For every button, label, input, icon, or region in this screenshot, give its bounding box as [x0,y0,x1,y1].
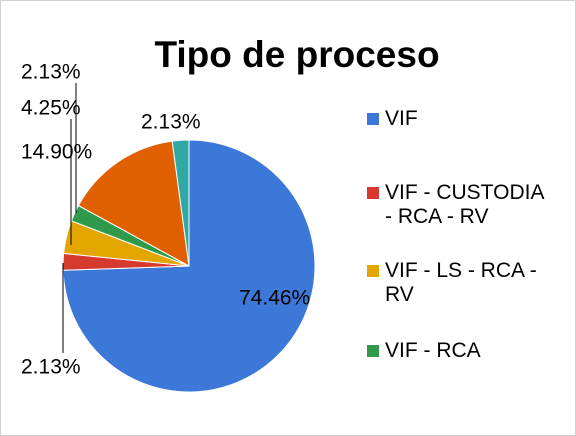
legend-label: VIF - LS - RCA - RV [385,259,537,306]
pie-slice [77,140,190,267]
data-label: 14.90% [21,141,92,164]
legend-label: VIF - CUSTODIA - RCA - RV [385,181,544,228]
data-label: 2.13% [21,356,81,379]
pie-slice [62,139,316,393]
data-label: 2.13% [141,111,201,134]
legend-swatch [367,265,379,277]
data-label: 74.46% [239,287,310,310]
data-label: 4.25% [21,97,81,120]
legend-swatch [367,113,379,125]
legend-swatch [367,345,379,357]
pie-slice [171,139,190,267]
chart-title: Tipo de proceso [154,34,439,75]
legend-swatch [367,187,379,199]
legend-label: VIF - RCA [385,339,481,362]
data-label: 2.13% [21,61,81,84]
legend-label: VIF [385,107,418,130]
